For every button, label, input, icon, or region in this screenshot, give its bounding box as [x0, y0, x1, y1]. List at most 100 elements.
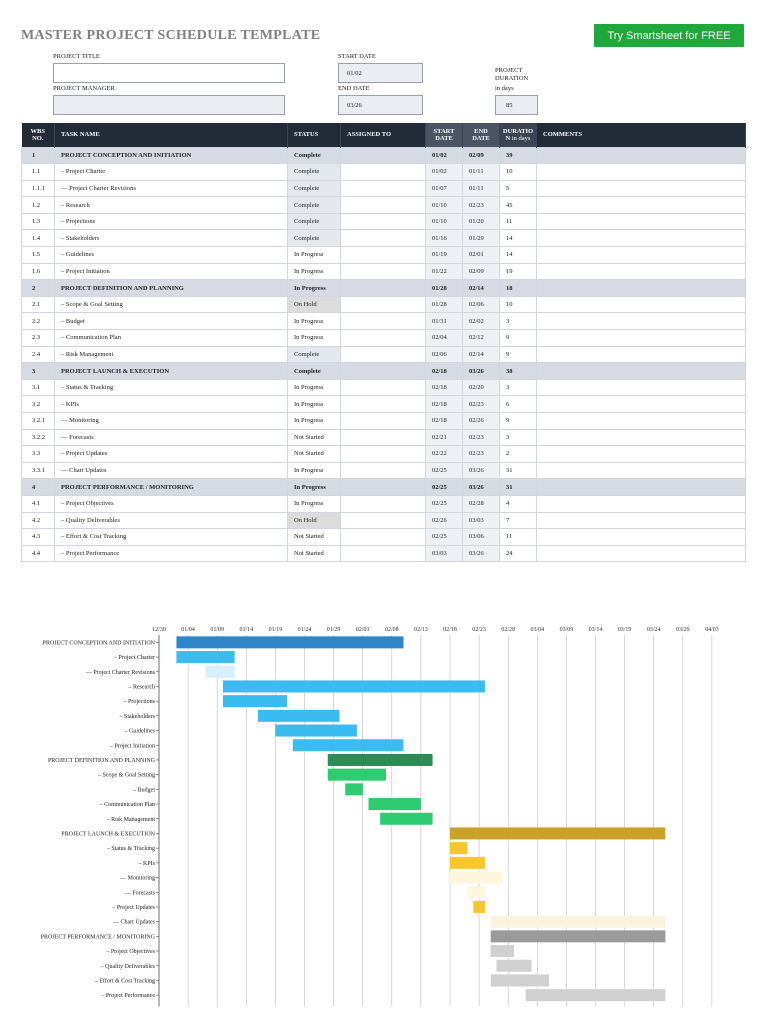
- status-cell[interactable]: In Progress: [287, 312, 341, 331]
- wbs-cell[interactable]: 1.6: [21, 262, 55, 281]
- status-cell[interactable]: Complete: [287, 229, 341, 248]
- start-date-cell[interactable]: 03/03: [425, 544, 463, 563]
- task-name-cell[interactable]: PROJECT PERFORMANCE / MONITORING: [54, 478, 288, 496]
- start-date-cell[interactable]: 02/18: [425, 362, 463, 380]
- table-row[interactable]: 4.3– Effort & Cost Tracking Not Started 02…: [21, 528, 746, 546]
- task-name-cell[interactable]: – Scope & Goal Setting: [54, 295, 288, 314]
- comments-cell[interactable]: [536, 262, 746, 281]
- comments-cell[interactable]: [536, 395, 746, 413]
- assigned-to-cell[interactable]: [340, 312, 426, 331]
- task-name-cell[interactable]: PROJECT DEFINITION AND PLANNING: [54, 279, 288, 297]
- end-date-cell[interactable]: 02/09: [462, 262, 500, 281]
- start-date-field[interactable]: 01/02: [338, 63, 423, 83]
- table-row[interactable]: 4.1– Project Objectives In Progress 02/25 0…: [21, 494, 746, 513]
- table-row[interactable]: 3.3.1 –– Chart Updates In Progress 02/25 03/…: [21, 461, 746, 480]
- table-row[interactable]: 2.2– Budget In Progress 01/31 02/02 3: [21, 312, 746, 331]
- status-cell[interactable]: Complete: [287, 212, 341, 231]
- task-name-cell[interactable]: – Status & Tracking: [54, 378, 288, 397]
- end-date-cell[interactable]: 02/20: [462, 378, 500, 397]
- project-manager-field[interactable]: [53, 95, 285, 115]
- assigned-to-cell[interactable]: [340, 246, 426, 264]
- table-row[interactable]: 3.3– Project Updates Not Started 02/22 02/2…: [21, 445, 746, 463]
- comments-cell[interactable]: [536, 461, 746, 480]
- comments-cell[interactable]: [536, 494, 746, 513]
- table-row[interactable]: 3.2– KPIs In Progress 02/18 02/23 6: [21, 395, 746, 413]
- wbs-cell[interactable]: 1.3: [21, 212, 55, 231]
- task-name-cell[interactable]: –– Forecasts: [54, 428, 288, 447]
- end-date-cell[interactable]: 02/02: [462, 312, 500, 331]
- status-cell[interactable]: Complete: [287, 362, 341, 380]
- table-row[interactable]: 1.1.1 –– Project Charter Revisions Complet…: [21, 179, 746, 198]
- wbs-cell[interactable]: 4: [21, 478, 55, 496]
- end-date-cell[interactable]: 02/12: [462, 329, 500, 347]
- duration-cell[interactable]: 7: [499, 511, 537, 530]
- comments-cell[interactable]: [536, 246, 746, 264]
- status-cell[interactable]: In Progress: [287, 279, 341, 297]
- comments-cell[interactable]: [536, 544, 746, 563]
- duration-cell[interactable]: 31: [499, 461, 537, 480]
- wbs-cell[interactable]: 1.4: [21, 229, 55, 248]
- task-name-cell[interactable]: – Guidelines: [54, 246, 288, 264]
- wbs-cell[interactable]: 1.2: [21, 196, 55, 214]
- wbs-cell[interactable]: 2.2: [21, 312, 55, 331]
- task-name-cell[interactable]: – Project Updates: [54, 445, 288, 463]
- end-date-cell[interactable]: 02/14: [462, 279, 500, 297]
- comments-cell[interactable]: [536, 362, 746, 380]
- end-date-cell[interactable]: 02/23: [462, 196, 500, 214]
- comments-cell[interactable]: [536, 345, 746, 364]
- status-cell[interactable]: In Progress: [287, 246, 341, 264]
- task-name-cell[interactable]: – Stakeholders: [54, 229, 288, 248]
- comments-cell[interactable]: [536, 511, 746, 530]
- duration-cell[interactable]: 14: [499, 246, 537, 264]
- table-row[interactable]: 2.3– Communication Plan In Progress 02/04 0…: [21, 329, 746, 347]
- assigned-to-cell[interactable]: [340, 329, 426, 347]
- table-row[interactable]: 3.1– Status & Tracking In Progress 02/18 02…: [21, 378, 746, 397]
- table-row[interactable]: 1.2– Research Complete 01/10 02/23 45: [21, 196, 746, 214]
- duration-cell[interactable]: 45: [499, 196, 537, 214]
- status-cell[interactable]: In Progress: [287, 262, 341, 281]
- table-row[interactable]: 4.2– Quality Deliverables On Hold 02/26 03/…: [21, 511, 746, 530]
- task-name-cell[interactable]: – Budget: [54, 312, 288, 331]
- status-cell[interactable]: Complete: [287, 196, 341, 214]
- assigned-to-cell[interactable]: [340, 196, 426, 214]
- end-date-cell[interactable]: 02/14: [462, 345, 500, 364]
- task-name-cell[interactable]: –– Monitoring: [54, 412, 288, 430]
- start-date-cell[interactable]: 02/18: [425, 395, 463, 413]
- start-date-cell[interactable]: 01/02: [425, 163, 463, 181]
- end-date-cell[interactable]: 03/26: [462, 544, 500, 563]
- wbs-cell[interactable]: 2.4: [21, 345, 55, 364]
- end-date-cell[interactable]: 01/11: [462, 179, 500, 198]
- status-cell[interactable]: In Progress: [287, 494, 341, 513]
- end-date-cell[interactable]: 01/20: [462, 212, 500, 231]
- start-date-cell[interactable]: 02/26: [425, 511, 463, 530]
- duration-cell[interactable]: 3: [499, 312, 537, 331]
- status-cell[interactable]: On Hold: [287, 295, 341, 314]
- table-row[interactable]: 2.4– Risk Management Complete 02/06 02/14 9: [21, 345, 746, 364]
- assigned-to-cell[interactable]: [340, 378, 426, 397]
- assigned-to-cell[interactable]: [340, 412, 426, 430]
- duration-cell[interactable]: 9: [499, 345, 537, 364]
- end-date-cell[interactable]: 03/06: [462, 528, 500, 546]
- start-date-cell[interactable]: 02/25: [425, 461, 463, 480]
- duration-cell[interactable]: 39: [499, 146, 537, 165]
- start-date-cell[interactable]: 01/28: [425, 279, 463, 297]
- task-name-cell[interactable]: – Communication Plan: [54, 329, 288, 347]
- wbs-cell[interactable]: 3.1: [21, 378, 55, 397]
- end-date-cell[interactable]: 01/29: [462, 229, 500, 248]
- duration-cell[interactable]: 18: [499, 279, 537, 297]
- status-cell[interactable]: Complete: [287, 345, 341, 364]
- comments-cell[interactable]: [536, 229, 746, 248]
- status-cell[interactable]: In Progress: [287, 378, 341, 397]
- end-date-cell[interactable]: 02/23: [462, 445, 500, 463]
- wbs-cell[interactable]: 2.1: [21, 295, 55, 314]
- table-phase-row[interactable]: 2 PROJECT DEFINITION AND PLANNING In Progr…: [21, 279, 746, 297]
- end-date-cell[interactable]: 02/23: [462, 428, 500, 447]
- end-date-cell[interactable]: 02/01: [462, 246, 500, 264]
- task-name-cell[interactable]: – Effort & Cost Tracking: [54, 528, 288, 546]
- duration-cell[interactable]: 3: [499, 378, 537, 397]
- wbs-cell[interactable]: 3.2.2: [21, 428, 55, 447]
- assigned-to-cell[interactable]: [340, 146, 426, 165]
- duration-cell[interactable]: 14: [499, 229, 537, 248]
- start-date-cell[interactable]: 02/25: [425, 494, 463, 513]
- table-phase-row[interactable]: 1 PROJECT CONCEPTION AND INITIATION Comple…: [21, 146, 746, 165]
